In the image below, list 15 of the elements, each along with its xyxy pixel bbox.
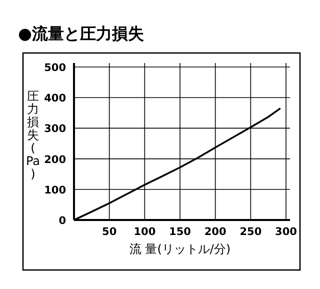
- y-tick-label: 500: [44, 62, 66, 74]
- x-tick-label: 200: [204, 226, 226, 238]
- y-tick-label: 400: [44, 92, 66, 105]
- y-axis-title: 圧力損失(Pa): [26, 89, 40, 181]
- x-tick-label: 150: [169, 226, 191, 238]
- y-tick-label: 300: [44, 123, 66, 136]
- x-tick-label: 100: [134, 226, 156, 238]
- x-axis-title: 流 量(リットル/分): [129, 242, 231, 256]
- chart-title: ●流量と圧力損失: [18, 24, 144, 43]
- y-tick-label: 100: [44, 184, 66, 196]
- y-tick-label: 0: [58, 215, 66, 227]
- x-tick-label: 250: [240, 226, 262, 238]
- y-tick-label: 200: [44, 154, 66, 166]
- x-tick-label: 50: [102, 226, 117, 238]
- x-tick-label: 300: [275, 226, 297, 238]
